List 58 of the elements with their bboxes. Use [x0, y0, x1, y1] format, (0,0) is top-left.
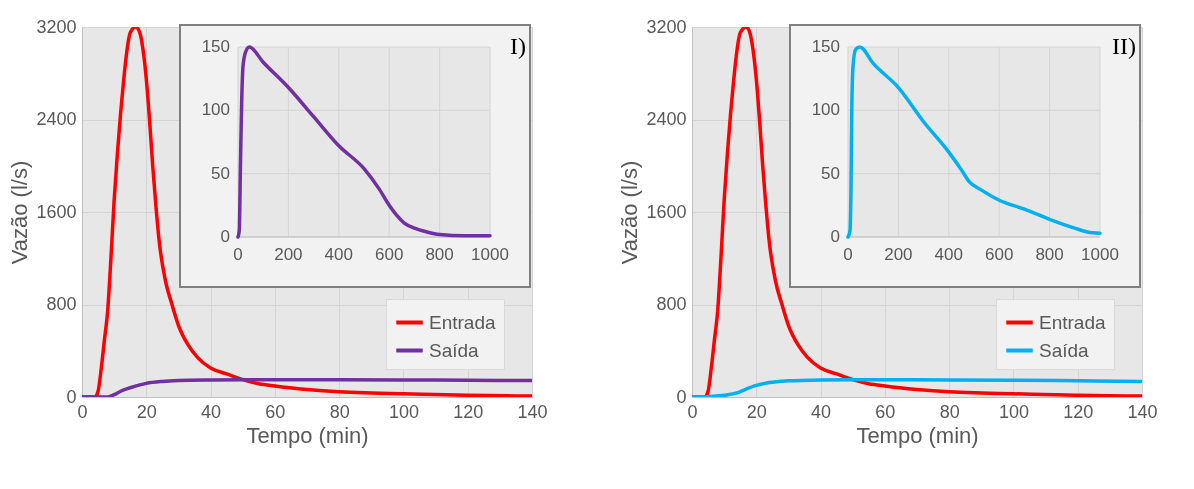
x-axis-title: Tempo (min): [856, 422, 979, 448]
x-tick-label: 60: [875, 401, 896, 422]
y-tick-label: 1600: [646, 201, 687, 222]
y-axis-title: Vazão (l/s): [7, 160, 33, 265]
y-tick-label: 3200: [646, 16, 687, 37]
y-axis-title: Vazão (l/s): [617, 160, 643, 265]
x-tick-label: 120: [1063, 401, 1094, 422]
y-tick-label: 2400: [646, 109, 687, 129]
x-tick-label: 1000: [471, 245, 509, 264]
x-tick-label: 800: [425, 245, 454, 264]
line-series: [236, 45, 492, 239]
y-tick-label: 150: [811, 37, 840, 56]
legend-label: Saída: [429, 339, 480, 361]
x-tick-label: 140: [517, 401, 548, 422]
x-tick-label: 200: [274, 245, 303, 264]
x-tick-label: 40: [811, 401, 832, 422]
y-tick-label: 800: [656, 294, 687, 314]
x-tick-label: 100: [998, 401, 1029, 422]
x-tick-label: 20: [746, 401, 767, 422]
y-tick-label: 100: [811, 100, 840, 120]
x-tick-label: 200: [884, 245, 913, 264]
y-tick-label: 150: [201, 37, 230, 56]
x-tick-label: 20: [136, 401, 157, 422]
x-tick-label: 600: [985, 245, 1014, 264]
x-tick-label: 1000: [1081, 245, 1119, 264]
x-tick-label: 60: [265, 401, 286, 422]
annotation: II): [1112, 33, 1136, 59]
legend-label: Saída: [1039, 339, 1090, 361]
x-tick-label: 80: [329, 401, 350, 422]
annotation: I): [510, 33, 526, 59]
x-tick-label: 400: [324, 245, 353, 264]
y-tick-label: 0: [66, 386, 77, 407]
y-tick-label: 3200: [36, 16, 77, 37]
x-tick-label: 100: [388, 401, 419, 422]
x-tick-label: 800: [1035, 245, 1064, 264]
y-tick-label: 1600: [36, 201, 77, 222]
x-tick-label: 40: [201, 401, 222, 422]
y-tick-label: 50: [211, 163, 230, 183]
y-tick-label: 800: [46, 294, 77, 314]
x-tick-label: 0: [233, 245, 243, 264]
y-tick-label: 100: [201, 100, 230, 120]
y-tick-label: 0: [676, 386, 687, 407]
line-series: [82, 27, 532, 397]
x-tick-label: 120: [453, 401, 484, 422]
x-axis-title: Tempo (min): [246, 422, 369, 448]
y-tick-label: 0: [830, 227, 840, 246]
line-series: [846, 45, 1102, 239]
legend-label: Entrada: [1039, 311, 1106, 333]
line-series: [692, 27, 1142, 397]
y-tick-label: 2400: [36, 109, 77, 129]
y-tick-label: 0: [220, 227, 230, 246]
y-tick-label: 50: [821, 163, 840, 183]
x-tick-label: 0: [843, 245, 853, 264]
x-tick-label: 140: [1127, 401, 1158, 422]
legend-label: Entrada: [429, 311, 496, 333]
x-tick-label: 600: [375, 245, 404, 264]
x-tick-label: 80: [939, 401, 960, 422]
x-tick-label: 400: [934, 245, 963, 264]
